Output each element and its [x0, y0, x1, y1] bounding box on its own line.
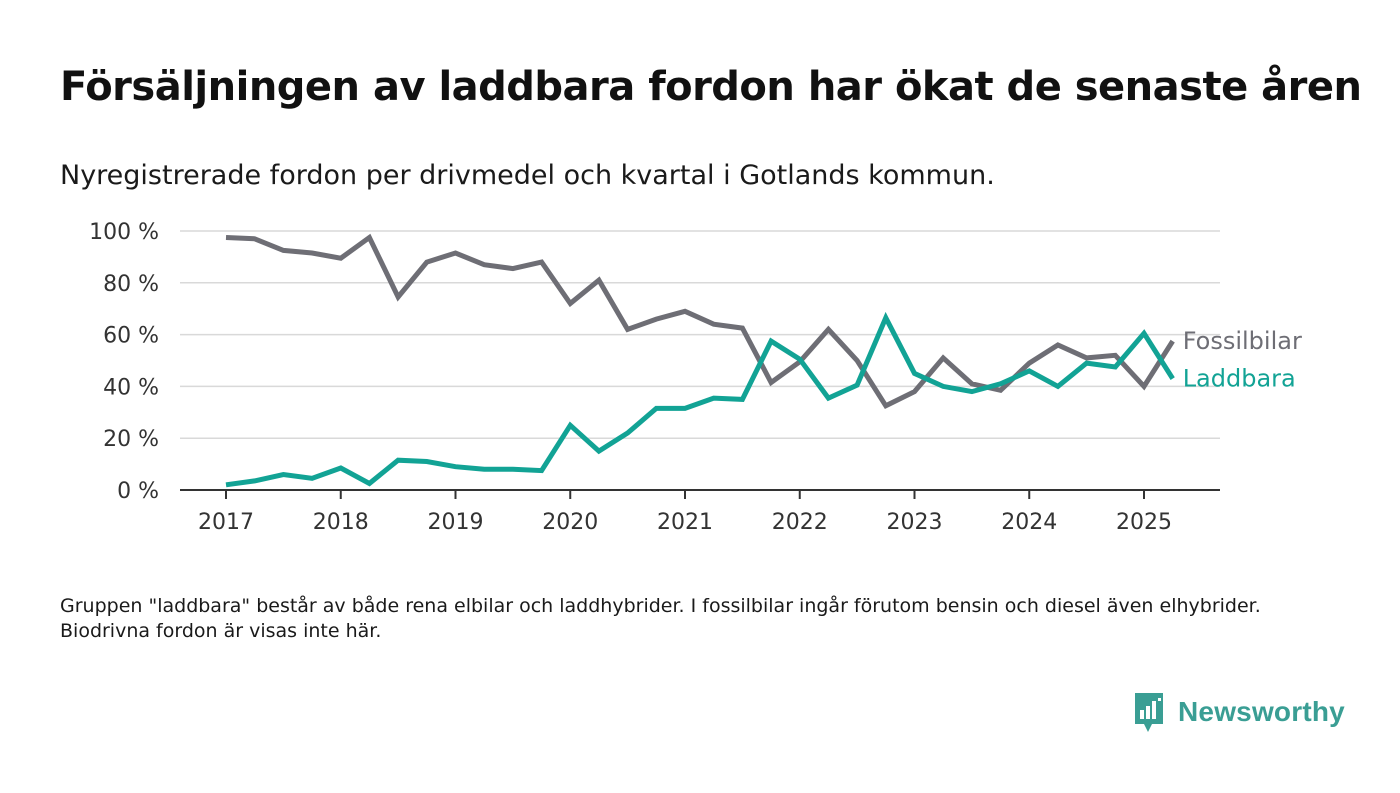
- chart-footnote: Gruppen "laddbara" består av både rena e…: [60, 595, 1261, 642]
- series-line-laddbara: [225, 311, 1175, 488]
- y-tick-label: 20 %: [103, 427, 159, 452]
- newsworthy-logo-icon: [1135, 693, 1163, 732]
- x-tick-label: 2022: [772, 510, 828, 535]
- x-tick-label: 2019: [428, 510, 484, 535]
- x-tick-label: 2020: [542, 510, 598, 535]
- y-tick-label: 80 %: [103, 272, 159, 297]
- line-chart: 0 % 20 % 40 % 60 % 80 % 100 % 2017 2018 2019 202…: [89, 220, 1302, 535]
- x-tick-label: 2025: [1116, 510, 1172, 535]
- y-tick-label: 0 %: [117, 479, 159, 504]
- newsworthy-logo[interactable]: Newsworthy: [1132, 690, 1345, 734]
- series-label-laddbara: Laddbara: [1183, 365, 1296, 393]
- chart-subtitle: Nyregistrerade fordon per drivmedel och …: [60, 160, 995, 191]
- y-tick-label: 100 %: [89, 220, 159, 245]
- x-axis: 2017 2018 2019 2020 2021 2022 2023 2024 2025: [180, 489, 1220, 535]
- x-tick-label: 2023: [887, 510, 943, 535]
- x-tick-label: 2024: [1001, 510, 1057, 535]
- y-tick-label: 60 %: [103, 324, 159, 349]
- chart-title: Försäljningen av laddbara fordon har öka…: [60, 64, 1362, 110]
- gridlines: [180, 230, 1220, 439]
- series-line-fossilbilar: [225, 233, 1175, 410]
- series-labels: Fossilbilar Laddbara: [1183, 327, 1302, 393]
- series-lines: [225, 233, 1175, 488]
- series-label-fossilbilar: Fossilbilar: [1183, 327, 1302, 355]
- brand-name: Newsworthy: [1178, 696, 1345, 727]
- x-tick-label: 2018: [313, 510, 369, 535]
- x-tick-label: 2021: [657, 510, 713, 535]
- x-tick-label: 2017: [198, 510, 254, 535]
- y-axis-ticks: 0 % 20 % 40 % 60 % 80 % 100 %: [89, 220, 159, 504]
- y-tick-label: 40 %: [103, 375, 159, 400]
